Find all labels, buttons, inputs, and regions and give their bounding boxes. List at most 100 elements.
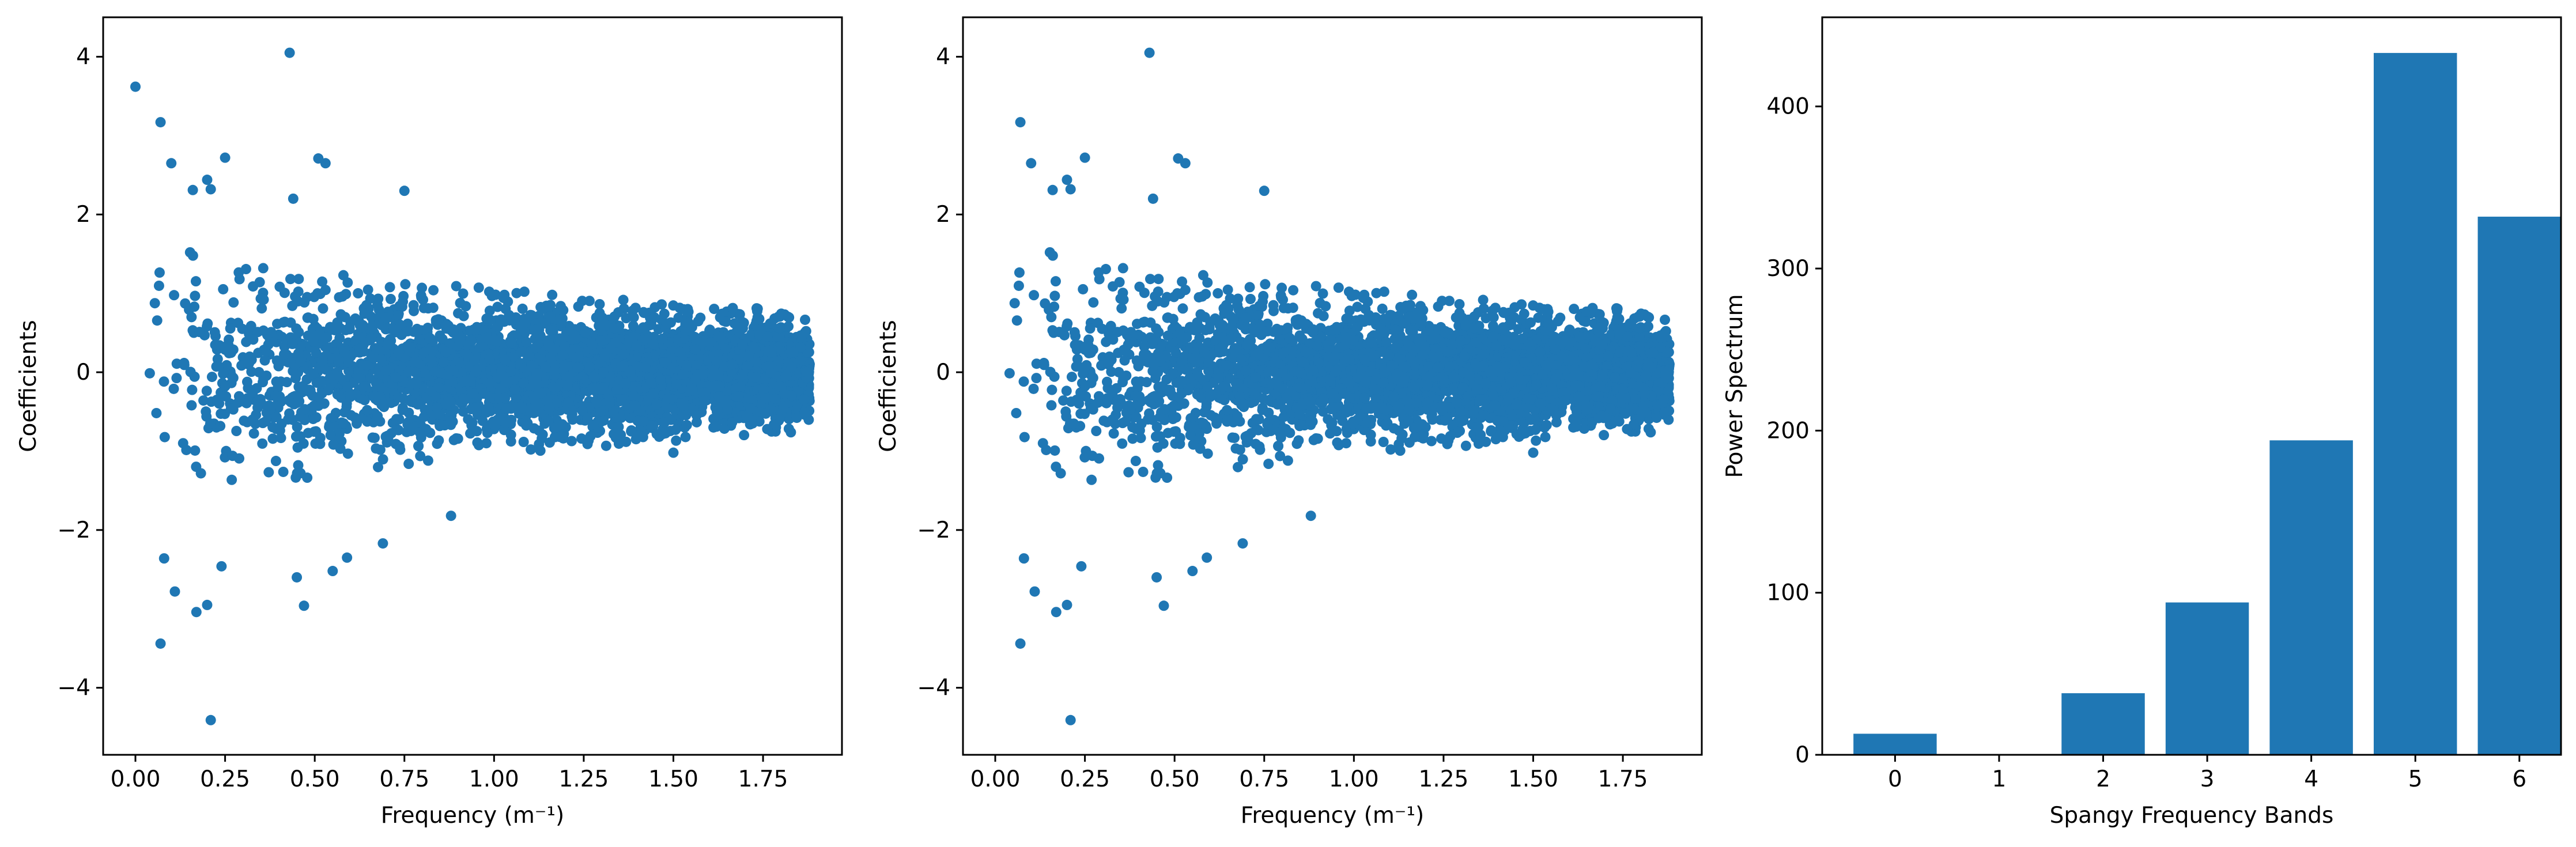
- scatter-point: [362, 284, 373, 295]
- scatter-point: [237, 323, 248, 334]
- scatter-point: [433, 435, 444, 446]
- scatter-point: [228, 372, 239, 383]
- scatter-point: [711, 380, 722, 391]
- scatter-point: [471, 322, 482, 332]
- scatter-point: [519, 286, 530, 297]
- scatter-point: [470, 402, 481, 413]
- scatter-point: [492, 301, 503, 312]
- scatter-point: [303, 312, 313, 323]
- scatter-point: [393, 347, 404, 358]
- scatter-point: [299, 297, 310, 308]
- scatter-point: [393, 425, 404, 436]
- scatter-point: [353, 373, 364, 384]
- scatter-point: [577, 405, 588, 416]
- scatter-point: [257, 438, 268, 449]
- scatter-point: [720, 316, 731, 327]
- scatter-point: [584, 361, 595, 372]
- scatter-point: [543, 339, 554, 350]
- scatter-point: [547, 289, 558, 300]
- scatter-points: [130, 47, 815, 725]
- scatter-point: [484, 305, 495, 316]
- scatter-point: [332, 389, 343, 400]
- scatter-point: [414, 334, 425, 345]
- scatter-point: [278, 466, 289, 477]
- scatter-point: [344, 322, 355, 333]
- scatter-point: [549, 432, 560, 443]
- scatter-point: [557, 419, 568, 430]
- scatter-point: [691, 360, 702, 371]
- scatter-point: [542, 395, 553, 406]
- scatter-point: [225, 323, 236, 334]
- scatter-point: [293, 327, 304, 338]
- scatter-point: [665, 317, 676, 328]
- scatter-point: [466, 335, 477, 346]
- scatter-point: [545, 311, 556, 322]
- scatter-point: [376, 354, 387, 365]
- scatter-point: [638, 322, 649, 333]
- scatter-point: [563, 396, 574, 407]
- scatter-point: [492, 322, 503, 332]
- scatter-point: [311, 377, 322, 388]
- scatter-point: [451, 281, 462, 292]
- scatter-point: [151, 407, 162, 418]
- scatter-point: [526, 444, 537, 455]
- scatter-point: [440, 346, 451, 357]
- scatter-point: [500, 377, 511, 388]
- scatter-point: [786, 362, 797, 373]
- scatter-point: [225, 403, 236, 414]
- scatter-point: [666, 414, 677, 425]
- scatter-point: [231, 425, 242, 436]
- scatter-point: [609, 311, 620, 322]
- scatter-point: [263, 467, 274, 478]
- scatter-point: [380, 432, 391, 443]
- scatter-point: [377, 538, 388, 549]
- scatter-point: [354, 343, 365, 354]
- scatter-point: [158, 553, 169, 564]
- scatter-point: [206, 372, 217, 383]
- scatter-point: [345, 410, 356, 421]
- scatter-point: [583, 435, 594, 446]
- scatter-point: [628, 320, 639, 331]
- scatter-point: [445, 396, 456, 407]
- scatter-point: [448, 365, 459, 376]
- scatter-point: [781, 370, 792, 381]
- scatter-point: [557, 350, 568, 361]
- scatter-point: [397, 404, 408, 415]
- scatter-point: [526, 360, 537, 371]
- scatter-point: [715, 331, 726, 342]
- scatter-point: [535, 445, 546, 456]
- scatter-point: [371, 345, 382, 356]
- scatter-point: [288, 414, 299, 425]
- scatter-point: [293, 286, 304, 297]
- scatter-point: [517, 303, 528, 314]
- scatter-point: [260, 416, 271, 427]
- scatter-point: [451, 433, 462, 444]
- scatter-point: [293, 460, 304, 471]
- scatter-point: [343, 357, 354, 368]
- scatter-point: [155, 117, 166, 128]
- scatter-point: [598, 382, 609, 393]
- scatter-point: [426, 386, 437, 397]
- scatter-point: [378, 399, 389, 410]
- scatter-point: [799, 327, 810, 338]
- scatter-point: [369, 432, 380, 443]
- x-tick-label: 0.00: [111, 766, 161, 792]
- scatter-point: [609, 323, 620, 334]
- scatter-point: [211, 394, 222, 405]
- scatter-point: [130, 81, 141, 92]
- scatter-point: [198, 395, 209, 406]
- scatter-point: [1407, 289, 1418, 300]
- scatter-point: [765, 318, 776, 329]
- scatter-point: [190, 276, 201, 287]
- scatter-point: [1086, 474, 1097, 485]
- scatter-point: [325, 430, 336, 441]
- scatter-point: [399, 186, 410, 196]
- scatter-point: [569, 331, 580, 342]
- scatter-point: [1013, 280, 1024, 291]
- scatter-point: [422, 455, 433, 466]
- scatter-point: [1569, 304, 1580, 315]
- scatter-point: [719, 423, 730, 434]
- scatter-point: [474, 342, 485, 353]
- scatter-point: [327, 566, 338, 577]
- y-axis-label: Coefficients: [16, 320, 41, 452]
